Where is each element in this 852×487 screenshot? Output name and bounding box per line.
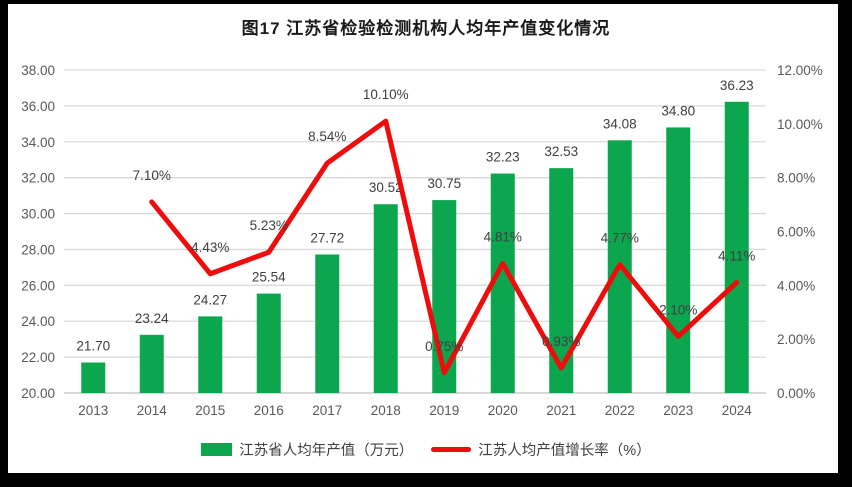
x-axis-tick-label: 2023 [663,403,693,418]
x-axis-tick-label: 2016 [254,403,284,418]
line-value-label: 0.93% [542,334,580,349]
screenshot-border-right [838,0,852,487]
legend-item-bar-series: 江苏省人均年产值（万元） [201,439,413,460]
left-axis-tick-label: 22.00 [21,350,55,365]
bar-2014 [139,334,164,393]
chart-legend: 江苏省人均年产值（万元） 江苏人均产值增长率（%） [0,439,852,460]
line-value-label: 4.11% [718,248,755,263]
legend-line-label: 江苏人均产值增长率（%） [478,443,651,459]
chart-title: 图17 江苏省检验检测机构人均年产值变化情况 [241,19,611,38]
right-axis-tick-label: 6.00% [777,225,815,240]
line-series-swatch-icon [431,447,472,452]
bar-2021 [549,168,574,393]
bar-value-label: 23.24 [135,311,169,326]
bar-value-label: 34.80 [661,103,695,118]
x-axis-tick-label: 2021 [546,403,576,418]
x-axis-tick-label: 2018 [371,403,401,418]
left-axis-tick-label: 36.00 [21,99,55,114]
bar-2024 [724,101,749,394]
x-axis-tick-label: 2014 [137,403,168,418]
left-axis-tick-label: 24.00 [21,314,55,329]
line-value-label: 7.10% [133,168,171,183]
left-axis-tick-label: 20.00 [21,386,55,401]
bar-series-swatch-icon [201,443,233,456]
left-axis-tick-label: 34.00 [21,135,55,150]
line-value-label: 4.77% [601,231,639,246]
line-value-label: 8.54% [308,129,346,144]
left-axis-tick-label: 26.00 [21,278,55,293]
bar-value-label: 32.53 [544,144,578,159]
bar-value-label: 21.70 [76,338,110,353]
left-axis-tick-label: 30.00 [21,207,55,222]
x-axis-tick-label: 2020 [488,403,518,418]
left-axis-tick-label: 38.00 [21,63,55,78]
right-axis-tick-label: 8.00% [777,171,815,186]
bar-value-label: 30.75 [427,176,461,191]
bar-value-label: 25.54 [252,270,286,285]
bar-2023 [666,127,691,393]
bar-2017 [315,254,340,393]
legend-bar-label: 江苏省人均年产值（万元） [239,443,414,459]
bar-value-label: 34.08 [603,116,637,131]
right-axis-tick-label: 12.00% [777,63,823,78]
line-value-label: 10.10% [363,87,409,102]
bar-value-label: 24.27 [193,292,227,307]
x-axis-tick-label: 2017 [312,403,342,418]
growth-line [149,118,740,376]
x-axis-tick-label: 2024 [722,403,753,418]
bar-2015 [198,316,223,393]
left-axis-tick-label: 28.00 [21,242,55,257]
right-axis-tick-label: 0.00% [777,386,815,401]
screenshot-border-left [0,0,8,487]
x-axis-tick-label: 2013 [78,403,108,418]
bar-2016 [256,293,281,393]
line-value-label: 4.81% [484,230,522,245]
bar-2018 [373,204,398,393]
x-axis-tick-label: 2022 [605,403,635,418]
line-value-label: 4.43% [191,240,229,255]
x-axis-tick-label: 2019 [429,403,459,418]
line-value-label: 0.75% [425,339,463,354]
left-axis-tick-label: 32.00 [21,171,55,186]
line-value-label: 2.10% [659,302,697,317]
right-axis-tick-label: 4.00% [777,278,815,293]
bar-value-label: 30.52 [369,180,403,195]
legend-item-line-series: 江苏人均产值增长率（%） [431,439,651,460]
bar-2013 [81,362,106,393]
bar-value-label: 36.23 [720,78,754,93]
line-value-label: 5.23% [250,218,288,233]
right-axis-tick-label: 10.00% [777,117,823,132]
right-axis-tick-label: 2.00% [777,332,815,347]
bar-value-label: 27.72 [310,230,344,245]
x-axis-tick-label: 2015 [195,403,225,418]
bar-value-label: 32.23 [486,150,520,165]
screenshot-border-top [0,0,852,4]
screenshot-border-bottom [0,473,852,487]
